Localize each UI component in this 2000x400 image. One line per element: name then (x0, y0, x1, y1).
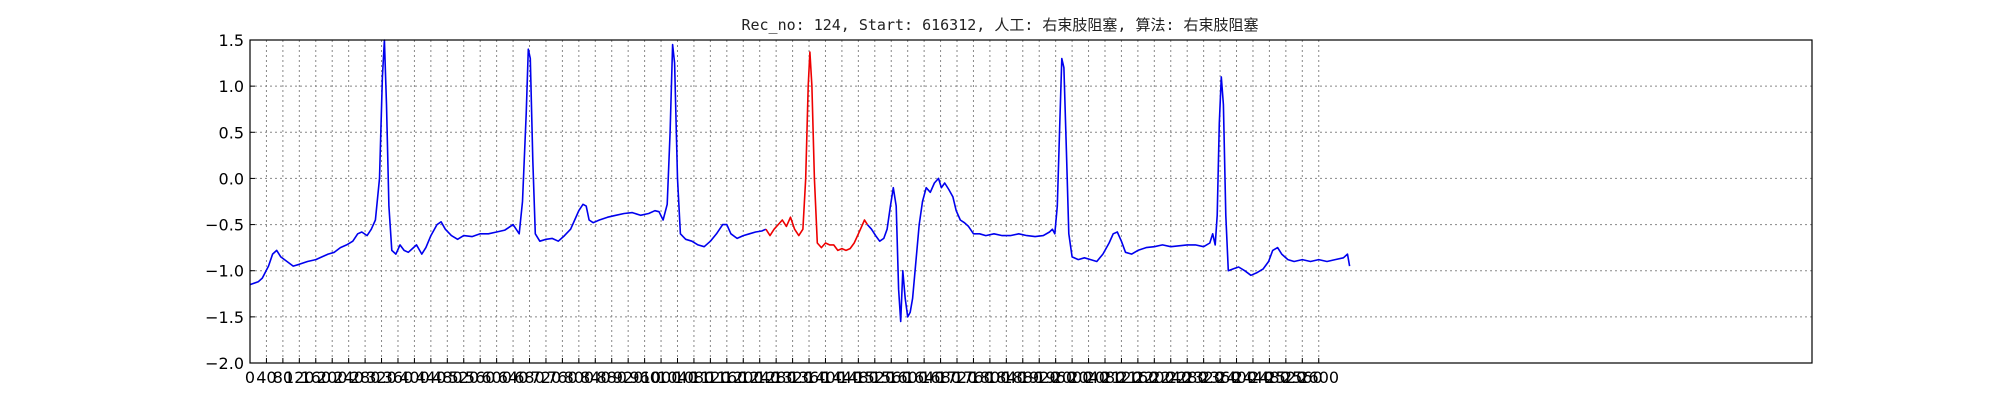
x-tick-label: 440 (416, 368, 447, 387)
x-tick-label: 320 (366, 368, 397, 387)
y-tick-label: 0.0 (219, 169, 244, 188)
x-tick-label: 200 (317, 368, 348, 387)
x-tick-label: 1280 (756, 368, 797, 387)
x-tick-label: 2360 (1200, 368, 1241, 387)
x-tick-label: 1320 (772, 368, 813, 387)
x-tick-label: 1120 (690, 368, 731, 387)
y-tick-label: 0.5 (219, 123, 244, 142)
x-tick-label: 2040 (1068, 368, 1109, 387)
x-tick-label: 80 (273, 368, 293, 387)
x-tick-label: 760 (547, 368, 578, 387)
tick-layer: 0 408012016020024028032036040044048052056… (205, 31, 1339, 387)
x-tick-label: 1840 (986, 368, 1027, 387)
x-tick-label: 520 (448, 368, 479, 387)
x-tick-label: 1480 (838, 368, 879, 387)
x-tick-label: 1600 (887, 368, 928, 387)
x-tick-label: 800 (564, 368, 595, 387)
plot-frame (249, 39, 1813, 364)
x-tick-label: 1680 (920, 368, 961, 387)
x-tick-label: 1040 (657, 368, 698, 387)
x-tick-label: 280 (350, 368, 381, 387)
x-tick-label: 120 (284, 368, 315, 387)
x-tick-label: 2200 (1134, 368, 1175, 387)
x-tick-label: 1640 (904, 368, 945, 387)
chart-title: Rec_no: 124, Start: 616312, 人工: 右束肢阻塞, 算… (741, 16, 1258, 34)
x-tick-label: 1200 (723, 368, 764, 387)
x-tick-label: 920 (613, 368, 644, 387)
x-tick-label: 2080 (1085, 368, 1126, 387)
x-tick-label: 1000 (641, 368, 682, 387)
x-tick-label: 1440 (822, 368, 863, 387)
x-tick-label: 160 (300, 368, 331, 387)
y-tick-label: −2.0 (205, 354, 244, 373)
x-tick-label: 840 (580, 368, 611, 387)
x-tick-label: 560 (465, 368, 496, 387)
ecg-series-line-0 (249, 39, 767, 286)
x-tick-label: 2440 (1233, 368, 1274, 387)
grid-layer (249, 39, 1812, 364)
y-tick-label: −1.5 (205, 308, 244, 327)
x-tick-label: 480 (432, 368, 463, 387)
y-tick-label: 1.5 (219, 31, 244, 50)
x-tick-label: 2000 (1052, 368, 1093, 387)
x-tick-label: 880 (596, 368, 627, 387)
x-tick-label: 1760 (953, 368, 994, 387)
x-tick-label: 2320 (1183, 368, 1224, 387)
x-tick-label: 2120 (1101, 368, 1142, 387)
ecg-series-line-1 (765, 51, 869, 252)
x-tick-label: 360 (383, 368, 414, 387)
x-tick-label: 1960 (1035, 368, 1076, 387)
x-tick-label: 640 (498, 368, 529, 387)
x-tick-label: 1520 (854, 368, 895, 387)
x-tick-label: 2160 (1118, 368, 1159, 387)
x-tick-label: 1240 (739, 368, 780, 387)
x-tick-label: 40 (256, 368, 276, 387)
x-tick-label: 1160 (706, 368, 747, 387)
y-tick-label: −1.0 (205, 262, 244, 281)
x-tick-label: 960 (629, 368, 660, 387)
x-tick-label: 1920 (1019, 368, 1060, 387)
y-tick-label: 1.0 (219, 77, 244, 96)
x-tick-label: 1080 (674, 368, 715, 387)
x-tick-label: 2560 (1282, 368, 1323, 387)
x-tick-label: 0 (245, 368, 255, 387)
x-tick-label: 2240 (1150, 368, 1191, 387)
x-tick-label: 600 (481, 368, 512, 387)
x-tick-label: 1560 (871, 368, 912, 387)
x-tick-label: 1800 (970, 368, 1011, 387)
x-tick-label: 2600 (1298, 368, 1339, 387)
x-tick-label: 720 (531, 368, 562, 387)
series-layer (249, 39, 1351, 323)
x-tick-label: 240 (333, 368, 364, 387)
y-tick-label: −0.5 (205, 216, 244, 235)
x-tick-label: 2400 (1216, 368, 1257, 387)
x-tick-label: 2480 (1249, 368, 1290, 387)
x-tick-label: 1720 (937, 368, 978, 387)
x-tick-label: 2280 (1167, 368, 1208, 387)
x-tick-label: 400 (399, 368, 430, 387)
x-tick-label: 1400 (805, 368, 846, 387)
x-tick-label: 2520 (1265, 368, 1306, 387)
x-tick-label: 680 (514, 368, 545, 387)
x-tick-label: 1880 (1002, 368, 1043, 387)
ecg-series-line-2 (866, 57, 1351, 323)
x-tick-label: 1360 (789, 368, 830, 387)
